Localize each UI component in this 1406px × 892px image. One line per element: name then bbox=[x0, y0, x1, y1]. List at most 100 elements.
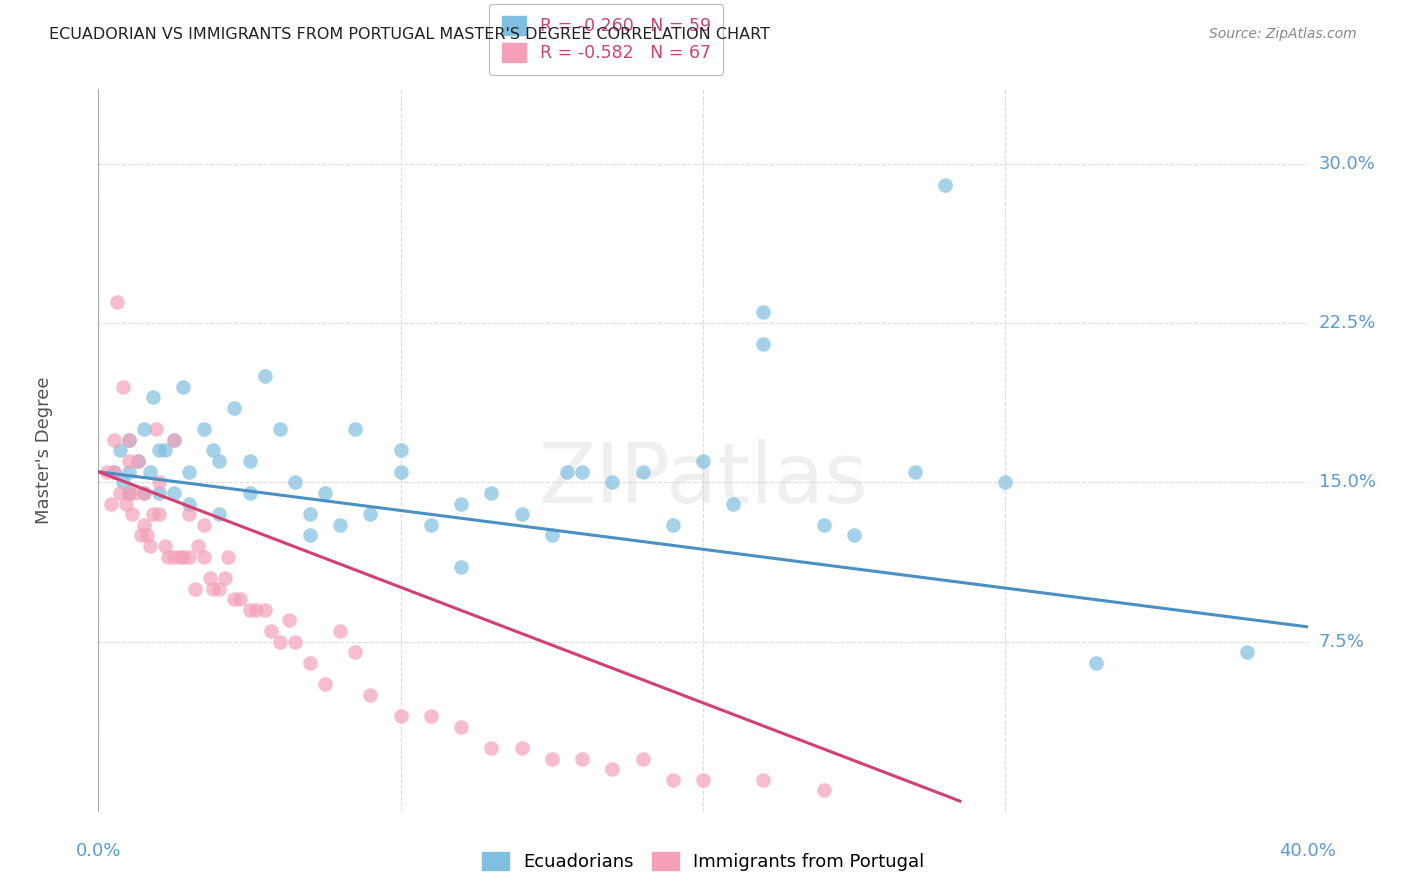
Point bbox=[253, 603, 276, 617]
Point bbox=[1236, 645, 1258, 659]
Point bbox=[450, 720, 472, 734]
Point bbox=[510, 507, 533, 521]
Point bbox=[284, 475, 307, 490]
Text: 0.0%: 0.0% bbox=[76, 842, 121, 860]
Point bbox=[118, 486, 141, 500]
Point bbox=[269, 422, 291, 436]
Point bbox=[179, 497, 201, 511]
Point bbox=[844, 528, 866, 542]
Text: Master's Degree: Master's Degree bbox=[35, 376, 53, 524]
Point bbox=[450, 497, 472, 511]
Point bbox=[202, 582, 225, 596]
Point bbox=[108, 443, 131, 458]
Point bbox=[389, 465, 412, 479]
Point bbox=[540, 528, 562, 542]
Point bbox=[132, 517, 155, 532]
Point bbox=[540, 751, 562, 765]
Point bbox=[193, 422, 215, 436]
Point bbox=[360, 507, 382, 521]
Point bbox=[142, 507, 165, 521]
Point bbox=[142, 390, 165, 404]
Point bbox=[661, 517, 683, 532]
Text: ECUADORIAN VS IMMIGRANTS FROM PORTUGAL MASTER'S DEGREE CORRELATION CHART: ECUADORIAN VS IMMIGRANTS FROM PORTUGAL M… bbox=[49, 27, 770, 42]
Point bbox=[148, 507, 170, 521]
Point bbox=[121, 507, 143, 521]
Text: 30.0%: 30.0% bbox=[1319, 154, 1375, 172]
Point bbox=[752, 337, 775, 351]
Point bbox=[571, 751, 593, 765]
Point bbox=[389, 443, 412, 458]
Point bbox=[172, 549, 194, 564]
Text: 7.5%: 7.5% bbox=[1319, 632, 1365, 651]
Point bbox=[139, 539, 162, 553]
Point bbox=[153, 443, 176, 458]
Point bbox=[813, 783, 835, 797]
Point bbox=[184, 582, 207, 596]
Point bbox=[124, 486, 146, 500]
Point bbox=[481, 741, 503, 756]
Point bbox=[127, 454, 149, 468]
Point bbox=[208, 507, 231, 521]
Point bbox=[450, 560, 472, 574]
Point bbox=[132, 422, 155, 436]
Point bbox=[299, 507, 322, 521]
Point bbox=[193, 549, 215, 564]
Point bbox=[752, 305, 775, 319]
Point bbox=[631, 465, 654, 479]
Point bbox=[260, 624, 283, 639]
Point bbox=[420, 709, 443, 723]
Point bbox=[139, 465, 162, 479]
Point bbox=[239, 454, 262, 468]
Point bbox=[96, 465, 118, 479]
Point bbox=[661, 772, 683, 787]
Point bbox=[103, 465, 125, 479]
Point bbox=[103, 465, 125, 479]
Point bbox=[163, 433, 186, 447]
Point bbox=[145, 422, 167, 436]
Point bbox=[602, 762, 624, 776]
Point bbox=[148, 486, 170, 500]
Point bbox=[1085, 656, 1108, 670]
Point bbox=[169, 549, 191, 564]
Text: ZIPatlas: ZIPatlas bbox=[538, 439, 868, 520]
Point bbox=[118, 486, 141, 500]
Point bbox=[723, 497, 745, 511]
Point bbox=[179, 549, 201, 564]
Point bbox=[360, 688, 382, 702]
Point bbox=[510, 741, 533, 756]
Point bbox=[208, 582, 231, 596]
Point bbox=[118, 433, 141, 447]
Point bbox=[114, 497, 136, 511]
Point bbox=[132, 486, 155, 500]
Legend: Ecuadorians, Immigrants from Portugal: Ecuadorians, Immigrants from Portugal bbox=[474, 845, 932, 879]
Point bbox=[329, 517, 352, 532]
Point bbox=[208, 454, 231, 468]
Point bbox=[692, 454, 714, 468]
Point bbox=[163, 433, 186, 447]
Point bbox=[752, 772, 775, 787]
Point bbox=[314, 486, 336, 500]
Point bbox=[108, 486, 131, 500]
Point bbox=[100, 497, 122, 511]
Point bbox=[602, 475, 624, 490]
Point bbox=[934, 178, 956, 192]
Point bbox=[420, 517, 443, 532]
Point bbox=[129, 528, 152, 542]
Point bbox=[111, 380, 134, 394]
Point bbox=[631, 751, 654, 765]
Point bbox=[229, 592, 252, 607]
Point bbox=[692, 772, 714, 787]
Point bbox=[118, 454, 141, 468]
Text: Source: ZipAtlas.com: Source: ZipAtlas.com bbox=[1209, 27, 1357, 41]
Point bbox=[555, 465, 578, 479]
Point bbox=[148, 475, 170, 490]
Point bbox=[299, 656, 322, 670]
Point bbox=[163, 549, 186, 564]
Point bbox=[253, 369, 276, 384]
Point bbox=[344, 422, 367, 436]
Point bbox=[245, 603, 267, 617]
Point bbox=[481, 486, 503, 500]
Point bbox=[239, 603, 262, 617]
Point bbox=[904, 465, 927, 479]
Point bbox=[127, 454, 149, 468]
